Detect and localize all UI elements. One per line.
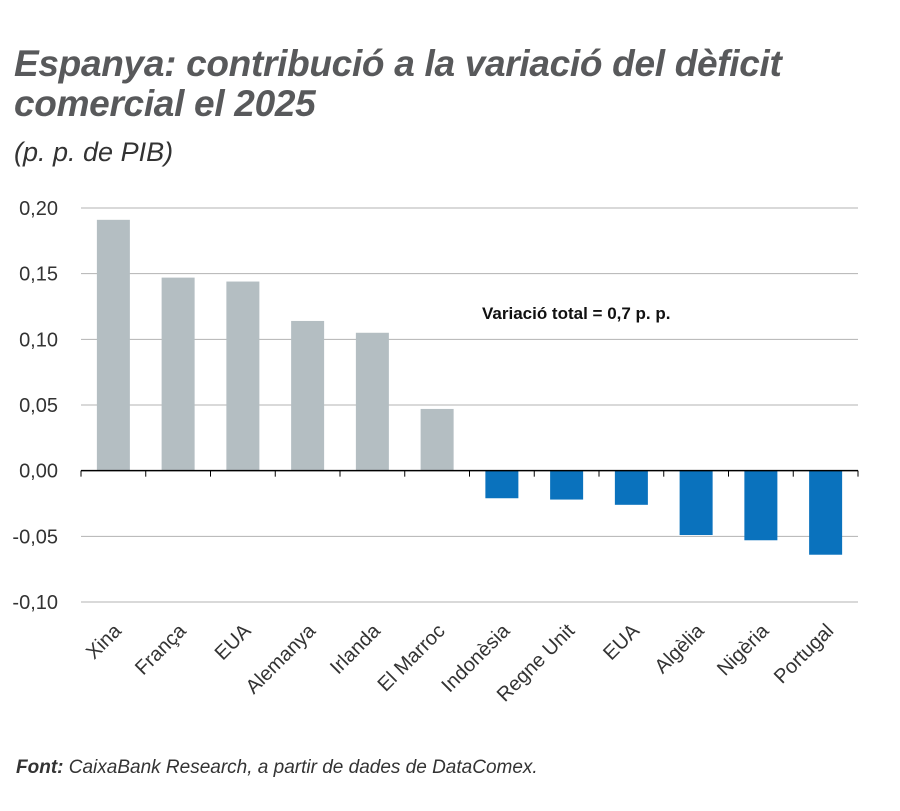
bar: [550, 470, 584, 500]
bar: [614, 470, 648, 505]
source-note: Font: CaixaBank Research, a partir de da…: [16, 757, 538, 779]
source-text: CaixaBank Research, a partir de dades de…: [63, 757, 538, 778]
bar: [744, 470, 778, 541]
y-tick-label: 0,05: [19, 395, 58, 417]
bar: [226, 281, 260, 471]
bar: [355, 332, 389, 471]
y-tick-label: 0,20: [19, 198, 58, 220]
x-tick-label: Algèlia: [651, 619, 710, 678]
axis-layer: [80, 469, 859, 477]
y-tick-label: 0,15: [19, 264, 58, 286]
bar-layer: [96, 219, 843, 555]
x-tick-label: EUA: [599, 620, 644, 665]
x-tick-label: França: [131, 619, 191, 679]
x-tick-label: El Marroc: [374, 620, 450, 696]
bar: [485, 470, 519, 499]
x-tick-label: Portugal: [770, 620, 838, 688]
bar-chart: 0,20 0,15 0,10 0,05 0,00 -0,05 -0,10 Xina Franç…: [12, 198, 859, 706]
bar: [96, 219, 130, 471]
grid-layer: [81, 207, 858, 603]
bar: [809, 470, 843, 555]
chart-title: Espanya: contribució a la variació del d…: [14, 43, 782, 124]
bar: [420, 408, 454, 471]
x-tick-label: Irlanda: [326, 619, 385, 678]
bar: [291, 320, 325, 471]
x-tick-label: Alemanya: [242, 619, 321, 698]
x-tick-label: Xina: [82, 619, 126, 663]
y-tick-label: 0,10: [19, 329, 58, 351]
total-variation-annotation: Variació total = 0,7 p. p.: [482, 304, 671, 323]
x-tick-label: EUA: [211, 620, 256, 665]
y-tick-layer: 0,20 0,15 0,10 0,05 0,00 -0,05 -0,10: [12, 198, 58, 614]
y-tick-label: -0,10: [12, 592, 58, 614]
chart-subtitle: (p. p. de PIB): [14, 137, 174, 167]
y-tick-label: -0,05: [12, 526, 58, 548]
x-tick-label: Nigèria: [713, 619, 774, 680]
bar: [679, 470, 713, 536]
source-label: Font:: [16, 757, 64, 778]
bar: [161, 277, 195, 471]
y-tick-label: 0,00: [19, 461, 58, 483]
